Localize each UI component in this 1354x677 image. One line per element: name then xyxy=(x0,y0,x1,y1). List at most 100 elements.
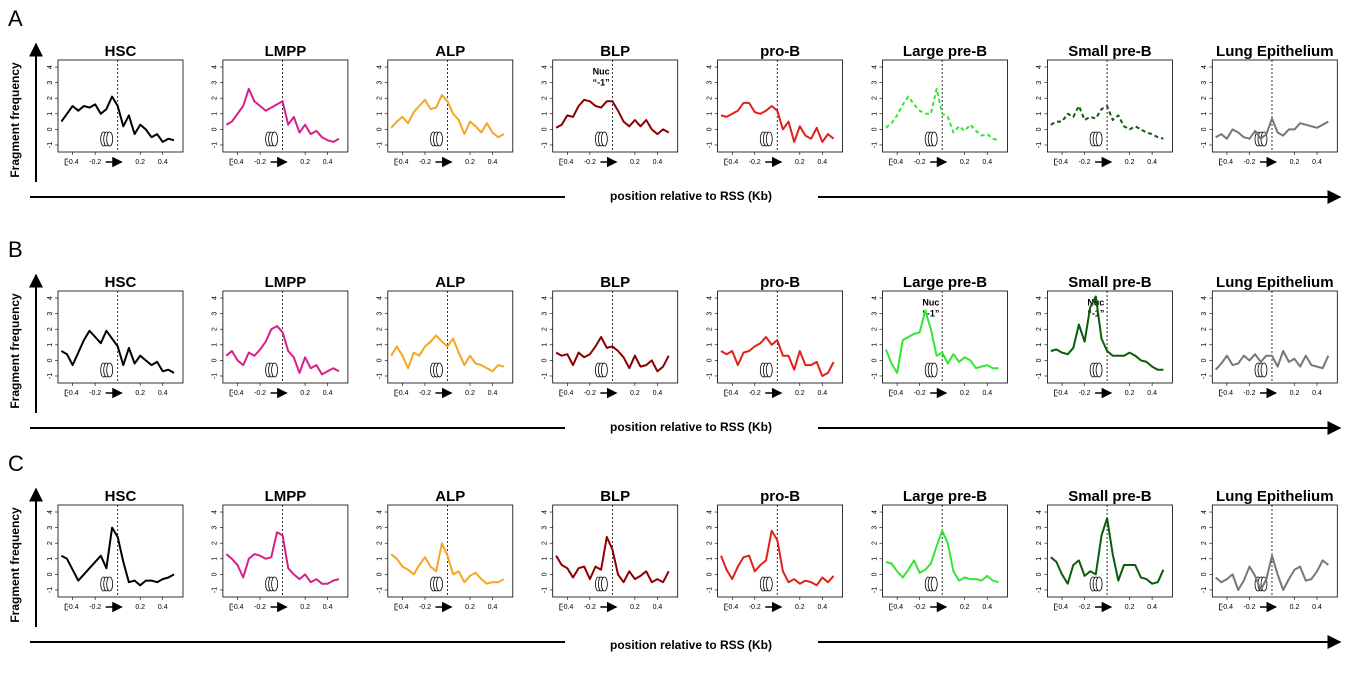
nucleosome-icon xyxy=(106,362,114,378)
row-label: B xyxy=(8,237,23,262)
y-tick-label: 2 xyxy=(47,327,54,331)
x-tick-label: 0.4 xyxy=(817,159,827,166)
x-tick-label: 0.4 xyxy=(158,390,168,397)
y-tick-label: -1 xyxy=(1201,373,1208,379)
y-tick-label: 3 xyxy=(377,312,384,316)
panel-title: BLP xyxy=(600,274,630,291)
panel-title: Lung Epithelium xyxy=(1216,488,1334,505)
x-tick-label: 0.4 xyxy=(488,604,498,611)
x-tick-label: 0.2 xyxy=(135,159,145,166)
y-tick-label: 3 xyxy=(377,81,384,85)
y-tick-label: 3 xyxy=(706,526,713,530)
y-tick-label: 3 xyxy=(1036,81,1043,85)
x-tick-label: 0.2 xyxy=(795,159,805,166)
y-tick-label: 0 xyxy=(1201,127,1208,131)
plot-box xyxy=(717,59,843,153)
y-tick-label: -1 xyxy=(706,587,713,593)
x-tick-label: -0.2 xyxy=(1079,159,1091,166)
y-tick-label: 0 xyxy=(871,127,878,131)
x-tick-label: 0.4 xyxy=(488,390,498,397)
y-tick-label: 4 xyxy=(377,510,384,514)
x-tick-label: -0.4 xyxy=(232,604,244,611)
plot-box xyxy=(387,59,514,153)
nucleosome-icon xyxy=(271,576,278,592)
y-tick-label: 3 xyxy=(706,312,713,316)
y-tick-label: 4 xyxy=(212,65,219,69)
y-tick-label: 4 xyxy=(1036,510,1043,514)
panel-title: Small pre-B xyxy=(1068,274,1152,291)
plot-box xyxy=(222,290,349,384)
nucleosome-icon xyxy=(1095,362,1103,378)
bracket xyxy=(394,603,398,611)
nucleosome-icon xyxy=(765,131,773,147)
y-tick-label: 3 xyxy=(1201,81,1208,85)
y-tick-label: 4 xyxy=(47,296,54,300)
y-tick-label: 1 xyxy=(377,557,384,561)
y-tick-label: 2 xyxy=(1201,327,1208,331)
bracket xyxy=(559,603,563,611)
data-line xyxy=(60,329,175,374)
x-tick-label: -0.2 xyxy=(419,390,431,397)
x-tick-label: 0.2 xyxy=(465,159,475,166)
nucleosome-icon xyxy=(765,362,773,378)
y-tick-label: 1 xyxy=(377,112,384,116)
y-tick-label: -1 xyxy=(47,142,54,148)
x-tick-label: 0.4 xyxy=(1147,159,1157,166)
y-tick-label: 0 xyxy=(1036,572,1043,576)
y-tick-label: 1 xyxy=(1036,343,1043,347)
y-tick-label: 2 xyxy=(377,541,384,545)
data-line xyxy=(225,325,340,376)
x-axis-label: position relative to RSS (Kb) xyxy=(610,638,772,652)
y-tick-label: 1 xyxy=(542,112,549,116)
y-tick-label: 0 xyxy=(871,572,878,576)
x-tick-label: -0.4 xyxy=(726,604,738,611)
plot-box xyxy=(1211,504,1338,598)
x-tick-label: 0.2 xyxy=(960,159,970,166)
x-tick-label: 0.4 xyxy=(653,159,663,166)
x-tick-label: -0.2 xyxy=(914,159,926,166)
y-tick-label: 2 xyxy=(542,96,549,100)
x-tick-label: 0.4 xyxy=(488,159,498,166)
data-line xyxy=(1215,554,1329,591)
panel-title: LMPP xyxy=(265,274,307,291)
plot-box xyxy=(552,504,679,598)
y-tick-label: 2 xyxy=(1201,541,1208,545)
panel-title: pro-B xyxy=(760,43,800,60)
x-tick-label: 0.2 xyxy=(300,604,310,611)
x-tick-label: -0.4 xyxy=(1056,390,1068,397)
y-tick-label: 2 xyxy=(1036,327,1043,331)
y-tick-label: 3 xyxy=(871,312,878,316)
y-tick-label: 2 xyxy=(706,541,713,545)
y-tick-label: 3 xyxy=(1036,312,1043,316)
nucleosome-icon xyxy=(106,576,114,592)
y-tick-label: 1 xyxy=(212,112,219,116)
y-tick-label: 1 xyxy=(1036,557,1043,561)
y-tick-label: 4 xyxy=(212,296,219,300)
y-tick-label: 1 xyxy=(1201,343,1208,347)
panel-title: pro-B xyxy=(760,488,800,505)
y-tick-label: -1 xyxy=(47,373,54,379)
y-tick-label: 0 xyxy=(212,572,219,576)
x-tick-label: 0.2 xyxy=(1290,390,1300,397)
y-tick-label: 4 xyxy=(212,510,219,514)
x-tick-label: -0.2 xyxy=(419,604,431,611)
x-tick-label: 0.2 xyxy=(630,390,640,397)
x-tick-label: -0.2 xyxy=(914,604,926,611)
panel-title: HSC xyxy=(105,274,137,291)
data-line xyxy=(225,531,340,585)
x-tick-label: -0.2 xyxy=(749,159,761,166)
x-tick-label: -0.2 xyxy=(584,390,596,397)
plot-box xyxy=(1211,290,1338,384)
data-line xyxy=(555,98,670,136)
y-tick-label: -1 xyxy=(212,142,219,148)
y-tick-label: 4 xyxy=(47,510,54,514)
nucleosome-icon xyxy=(600,362,608,378)
x-tick-label: -0.4 xyxy=(891,159,903,166)
x-tick-label: -0.4 xyxy=(561,390,573,397)
bracket xyxy=(889,389,893,397)
x-tick-label: -0.2 xyxy=(584,604,596,611)
y-tick-label: 4 xyxy=(542,65,549,69)
y-tick-label: 2 xyxy=(542,327,549,331)
x-tick-label: 0.4 xyxy=(982,159,992,166)
x-tick-label: 0.2 xyxy=(960,604,970,611)
